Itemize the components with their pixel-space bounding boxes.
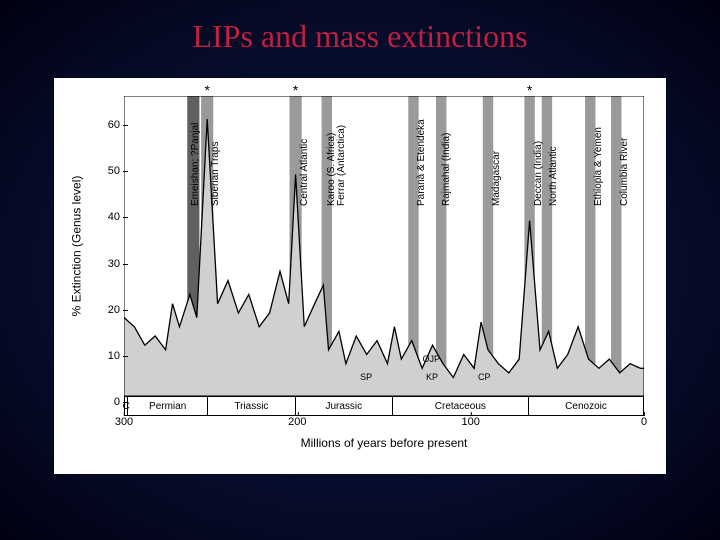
lip-label: Siberian Traps (210, 142, 221, 206)
asterisk-marker: * (527, 82, 532, 98)
y-tick-label: 10 (108, 350, 120, 362)
lip-label: Columbia River (619, 138, 630, 206)
period-cell: Jurassic (296, 397, 393, 415)
lip-label: Emeishan; ?Panjal (190, 123, 201, 206)
y-tick-label: 50 (108, 165, 120, 177)
y-tick-label: 20 (108, 304, 120, 316)
asterisk-marker: * (204, 82, 209, 98)
lip-label: Ethiopia & Yemen (593, 127, 604, 206)
lip-label: Ferrar (Antarctica) (336, 125, 347, 206)
y-tick-label: 40 (108, 211, 120, 223)
annotation-label: OJP (423, 354, 441, 364)
x-tick-label: 100 (461, 416, 479, 428)
period-cell: Cretaceous (393, 397, 529, 415)
x-axis-ticks: 3002001000 (124, 416, 644, 438)
annotation-label: SP (360, 372, 372, 382)
x-axis-label: Millions of years before present (124, 436, 644, 450)
slide-title: LIPs and mass extinctions (0, 0, 720, 55)
x-tick-label: 300 (115, 416, 133, 428)
chart-panel: % Extinction (Genus level) 0102030405060… (54, 78, 666, 474)
period-cell: Triassic (208, 397, 296, 415)
annotation-label: CP (478, 372, 491, 382)
annotation-label: KP (426, 372, 438, 382)
lip-label: North Atlantic (548, 147, 559, 206)
x-tick-label: 200 (288, 416, 306, 428)
plot-area: 0102030405060Emeishan; ?PanjalSiberian T… (124, 96, 644, 396)
period-strip: CPermianTriassicJurassicCretaceousCenozo… (124, 396, 644, 416)
lip-label: Madagascar (491, 151, 502, 206)
period-cell: Permian (128, 397, 207, 415)
y-tick-label: 30 (108, 258, 120, 270)
period-cell: Cenozoic (529, 397, 643, 415)
y-tick-label: 60 (108, 119, 120, 131)
lip-label: Rajmahal (India) (441, 133, 452, 206)
x-tick-label: 0 (641, 416, 647, 428)
lip-label: Paranà & Etendeka (416, 119, 427, 206)
y-axis-label: % Extinction (Genus level) (68, 96, 84, 396)
chart-svg (124, 96, 644, 396)
asterisk-marker: * (293, 82, 298, 98)
lip-label: Deccan (India) (533, 141, 544, 206)
y-tick-label: 0 (114, 396, 120, 408)
lip-label: Central Atlantic (299, 139, 310, 206)
